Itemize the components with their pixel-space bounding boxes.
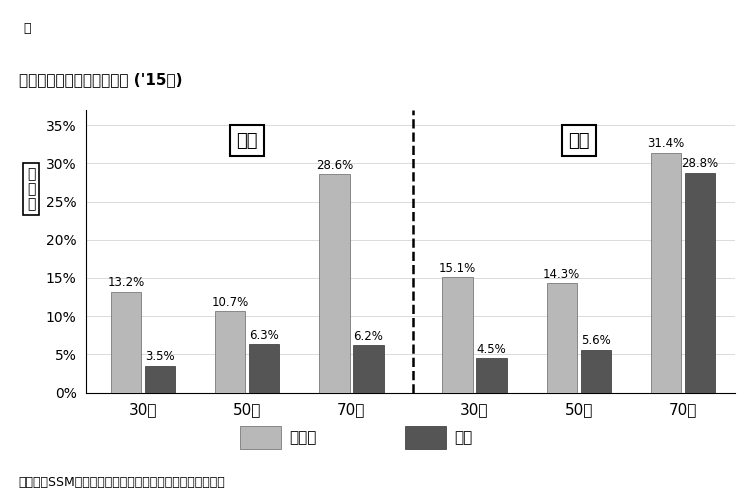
Bar [111, 292, 141, 392]
Text: いずれの世代でも非大卒の貧困率が高い: いずれの世代でも非大卒の貧困率が高い [286, 18, 540, 42]
Bar [442, 277, 472, 392]
FancyBboxPatch shape [9, 7, 45, 53]
Text: 6.3%: 6.3% [250, 329, 279, 342]
Text: 5.6%: 5.6% [581, 334, 610, 347]
Bar [476, 358, 507, 392]
Bar [547, 284, 577, 393]
Bar [249, 344, 280, 393]
Text: 15.1%: 15.1% [439, 262, 476, 275]
Text: 14.3%: 14.3% [543, 268, 580, 281]
Text: 28.6%: 28.6% [316, 159, 353, 172]
Text: 図: 図 [23, 22, 31, 36]
Text: （出所）SSM調査データに基づく橋本健二さんによる計算: （出所）SSM調査データに基づく橋本健二さんによる計算 [19, 476, 226, 489]
Bar [651, 153, 681, 392]
Bar [145, 366, 176, 392]
Text: 4.5%: 4.5% [477, 343, 506, 356]
Bar [685, 172, 715, 392]
Text: 貧
困
率: 貧 困 率 [27, 167, 35, 211]
Text: 学歴・年代別にみた貧困率 ('15年): 学歴・年代別にみた貧困率 ('15年) [19, 72, 182, 88]
Text: 大卒: 大卒 [454, 430, 472, 445]
Text: 10.7%: 10.7% [211, 296, 249, 308]
Bar [215, 311, 245, 392]
Text: 6.2%: 6.2% [353, 330, 383, 343]
Text: 非大卒: 非大卒 [289, 430, 316, 445]
Text: 3.5%: 3.5% [146, 350, 175, 364]
Text: 28.8%: 28.8% [682, 158, 718, 170]
Text: 13.2%: 13.2% [107, 276, 145, 289]
Text: 女性: 女性 [568, 132, 590, 150]
Text: 男性: 男性 [236, 132, 258, 150]
Bar [580, 350, 611, 393]
Bar [353, 345, 384, 393]
Bar [320, 174, 350, 392]
Text: 31.4%: 31.4% [647, 138, 685, 150]
